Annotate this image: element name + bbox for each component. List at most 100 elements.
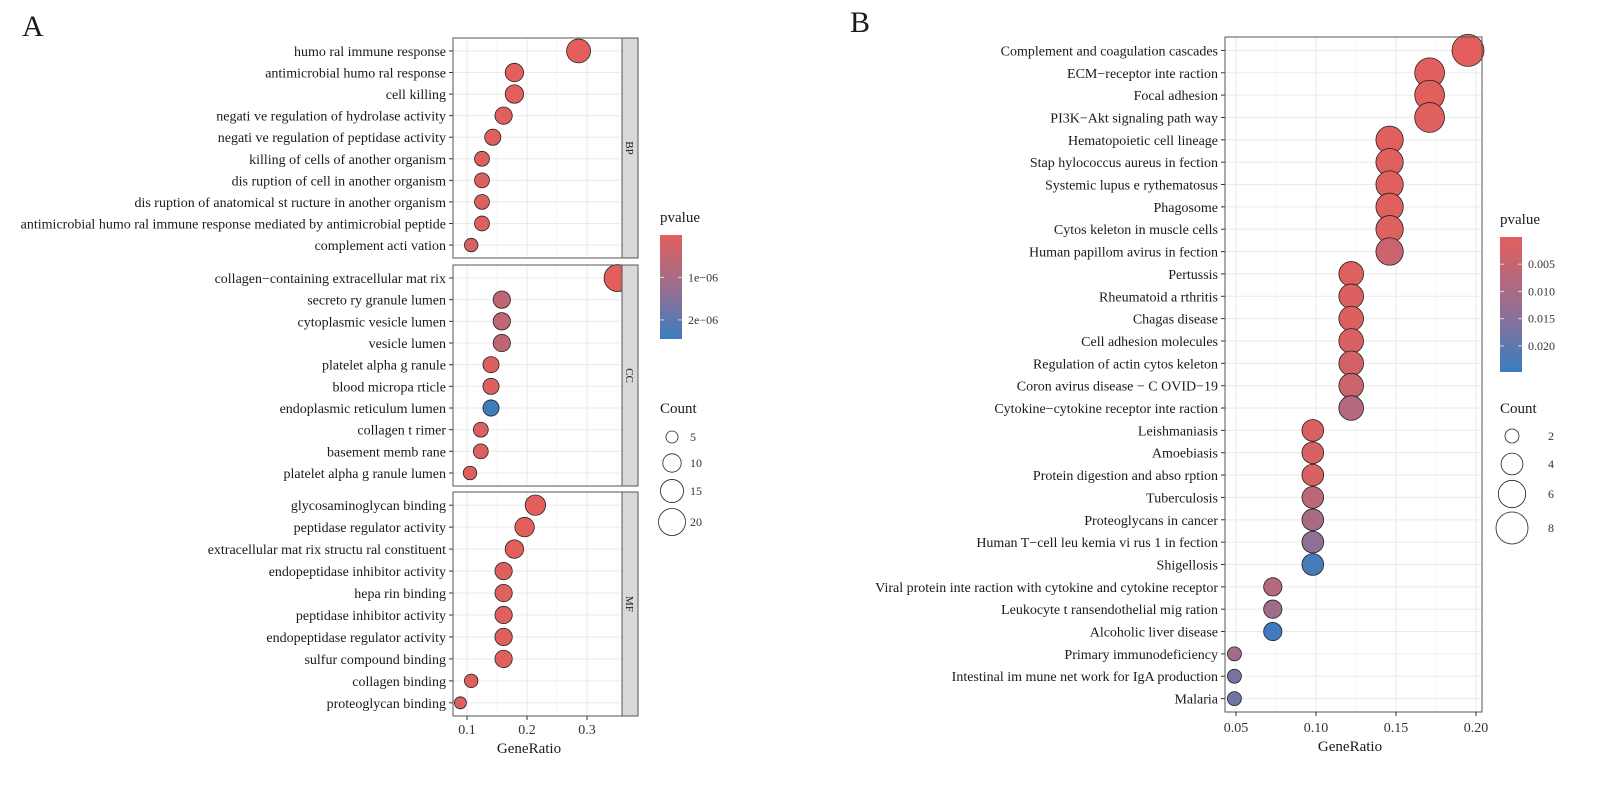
x-tick-label: 0.2 [518, 723, 536, 738]
pathway-label: Human T−cell leu kemia vi rus 1 in fecti… [976, 536, 1218, 551]
x-axis-title: GeneRatio [497, 741, 561, 757]
go-term-label: collagen−containing extracellular mat ri… [215, 272, 446, 287]
size-legend-circle [658, 508, 686, 536]
data-point [504, 84, 525, 104]
data-point [462, 465, 478, 481]
facet-strip [621, 264, 639, 487]
size-legend-label: 20 [690, 515, 702, 529]
size-legend-label: 8 [1548, 521, 1554, 535]
go-term-label: basement memb rane [327, 445, 446, 460]
x-tick-label: 0.10 [1304, 721, 1329, 736]
size-legend-label: 15 [690, 484, 702, 498]
panel-border [1224, 36, 1483, 713]
size-legend-circle [662, 453, 682, 473]
go-term-label: endoplasmic reticulum lumen [280, 402, 446, 417]
go-term-label: platelet alpha g ranule lumen [284, 467, 447, 482]
x-tick-label: 0.15 [1384, 721, 1409, 736]
facet-mf: glycosaminoglycan binding peptidase regul… [208, 491, 639, 717]
panel-label-a: A [22, 10, 44, 43]
facet-strip [621, 37, 639, 259]
go-term-label: extracellular mat rix structu ral consti… [208, 543, 446, 558]
pathway-label: Shigellosis [1157, 558, 1218, 573]
data-point [1338, 372, 1364, 399]
go-term-label: sulfur compound binding [304, 653, 446, 668]
data-point [1263, 621, 1283, 642]
go-term-label: collagen t rimer [357, 424, 446, 439]
pathway-label: Tuberculosis [1146, 491, 1218, 506]
data-point [494, 561, 513, 581]
pathway-label: Human papillom avirus in fection [1029, 246, 1218, 261]
go-term-label: antimicrobial humo ral immune response m… [21, 217, 446, 232]
pathway-label: Coron avirus disease − C OVID−19 [1017, 380, 1218, 395]
color-legend-label: 0.010 [1528, 284, 1555, 298]
color-legend-label: 0.005 [1528, 257, 1555, 271]
go-term-label: cell killing [386, 88, 446, 103]
x-axis-title: GeneRatio [1318, 739, 1382, 755]
facet-strip-label: CC [623, 368, 635, 383]
go-term-label: killing of cells of another organism [249, 153, 446, 168]
pathway-label: Phagosome [1153, 201, 1218, 216]
go-term-label: peptidase regulator activity [294, 521, 446, 536]
data-point [1375, 237, 1404, 266]
go-term-label: negati ve regulation of peptidase activi… [218, 131, 446, 146]
data-point [492, 290, 511, 309]
data-point [1301, 553, 1325, 576]
pathway-label: Hematopoietic cell lineage [1068, 134, 1218, 149]
plot-panel [453, 492, 622, 716]
data-point [474, 194, 490, 210]
go-term-label: antimicrobial humo ral response [265, 67, 446, 82]
size-legend-circle [660, 479, 684, 503]
go-term-label: endopeptidase inhibitor activity [269, 565, 446, 580]
pathway-label: Primary immunodeficiency [1064, 648, 1218, 663]
data-point [1338, 283, 1364, 310]
size-legend-label: 4 [1548, 457, 1554, 471]
data-point [1338, 328, 1364, 354]
data-point [1414, 102, 1445, 133]
go-term-label: collagen binding [352, 675, 446, 690]
data-point [1301, 419, 1325, 442]
pathway-label: Systemic lupus e rythematosus [1045, 179, 1218, 194]
data-point [1338, 350, 1364, 377]
size-legend-label: 10 [690, 456, 702, 470]
facet-cc: collagen−containing extracellular mat ri… [215, 264, 639, 487]
data-point [1301, 441, 1325, 464]
pathway-label: Proteoglycans in cancer [1084, 514, 1218, 529]
data-point [482, 399, 500, 417]
data-point [1301, 463, 1325, 487]
data-point [492, 333, 511, 353]
color-legend-label: 1e−06 [688, 270, 718, 284]
pathway-label: Cytokine−cytokine receptor inte raction [994, 402, 1218, 417]
data-point [494, 605, 513, 625]
pathway-label: PI3K−Akt signaling path way [1050, 111, 1218, 126]
size-legend-title: Count [660, 401, 698, 417]
go-term-label: secreto ry granule lumen [307, 294, 446, 309]
go-term-label: platelet alpha g ranule [322, 359, 446, 374]
go-term-label: glycosaminoglycan binding [291, 499, 446, 514]
pathway-label: Viral protein inte raction with cytokine… [875, 581, 1218, 596]
data-point [1338, 395, 1364, 421]
data-point [504, 539, 525, 559]
color-legend-title: pvalue [1500, 212, 1540, 228]
data-point [1451, 34, 1485, 67]
go-term-label: proteoglycan binding [327, 697, 446, 712]
pathway-label: Complement and coagulation cascades [1001, 44, 1218, 59]
data-point [524, 494, 547, 516]
size-legend-circle [1497, 479, 1527, 509]
pathway-label: Alcoholic liver disease [1090, 626, 1218, 641]
pathway-label: Cell adhesion molecules [1081, 335, 1218, 350]
data-point [1338, 305, 1364, 332]
pathway-label: Leishmaniasis [1138, 424, 1218, 439]
pathway-label: ECM−receptor inte raction [1067, 67, 1218, 82]
data-point [1301, 508, 1325, 532]
facet-strip-label: BP [623, 141, 635, 154]
go-term-label: dis ruption of anatomical st ructure in … [134, 196, 446, 211]
data-point [492, 312, 511, 331]
go-term-label: negati ve regulation of hydrolase activi… [216, 110, 446, 125]
data-point [1263, 599, 1283, 619]
data-point [1227, 646, 1242, 662]
data-point [504, 62, 525, 83]
pathway-label: Pertussis [1168, 268, 1218, 283]
color-legend-title: pvalue [660, 210, 700, 226]
x-tick-label: 0.20 [1464, 721, 1489, 736]
data-point [494, 106, 513, 125]
